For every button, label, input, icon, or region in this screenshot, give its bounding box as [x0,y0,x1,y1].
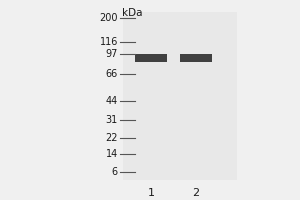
Text: 66: 66 [106,69,118,79]
Bar [180,54,212,62]
Text: 31: 31 [106,115,118,125]
Text: 6: 6 [112,167,118,177]
Text: 44: 44 [106,96,118,106]
Text: kDa: kDa [122,8,142,18]
Text: 14: 14 [106,149,118,159]
Text: 1: 1 [148,188,154,198]
Bar [135,54,167,62]
Bar [123,12,237,180]
Text: 116: 116 [100,37,118,47]
Text: 22: 22 [106,133,118,143]
Text: 97: 97 [106,49,118,59]
Text: 200: 200 [100,13,118,23]
Text: 2: 2 [192,188,200,198]
